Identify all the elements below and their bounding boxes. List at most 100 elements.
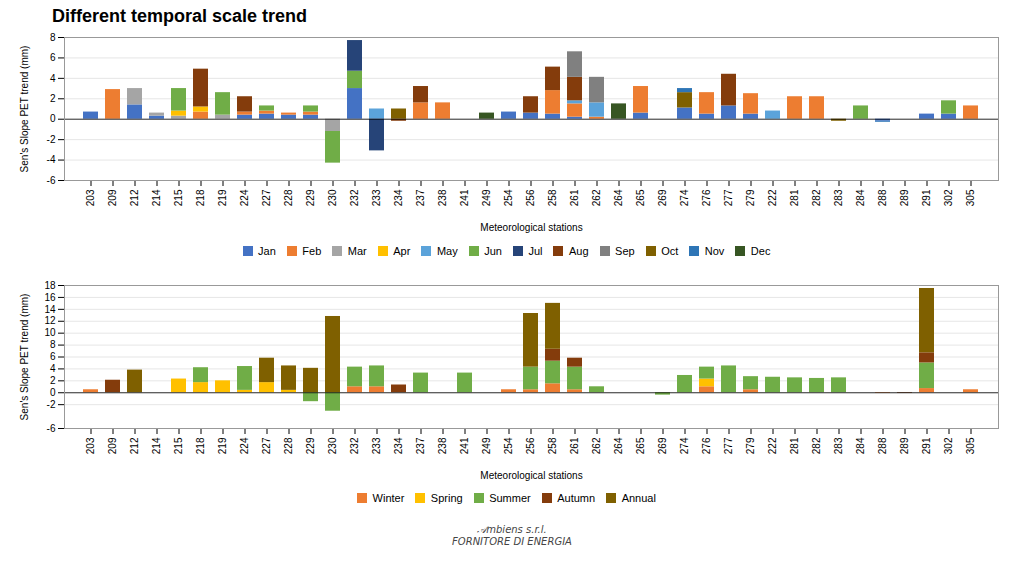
svg-text:279: 279 <box>745 437 756 454</box>
svg-text:288: 288 <box>877 437 888 454</box>
svg-text:215: 215 <box>173 437 184 454</box>
svg-text:277: 277 <box>723 189 734 206</box>
svg-text:281: 281 <box>789 189 800 206</box>
svg-text:Sen's Slope PET trend (mm): Sen's Slope PET trend (mm) <box>19 293 30 420</box>
svg-text:12: 12 <box>44 315 56 326</box>
svg-text:305: 305 <box>965 189 976 206</box>
svg-text:256: 256 <box>525 189 536 206</box>
svg-text:2: 2 <box>50 93 56 104</box>
svg-text:10: 10 <box>44 327 56 338</box>
svg-text:222: 222 <box>767 437 778 454</box>
svg-text:281: 281 <box>789 437 800 454</box>
svg-text:274: 274 <box>679 189 690 206</box>
svg-text:269: 269 <box>657 437 668 454</box>
svg-text:254: 254 <box>503 189 514 206</box>
svg-text:233: 233 <box>371 189 382 206</box>
svg-text:Sen's Slope PET trend (mm): Sen's Slope PET trend (mm) <box>19 46 30 173</box>
svg-text:214: 214 <box>151 189 162 206</box>
svg-text:227: 227 <box>261 189 272 206</box>
svg-text:-4: -4 <box>47 154 56 165</box>
svg-text:237: 237 <box>415 437 426 454</box>
svg-text:277: 277 <box>723 437 734 454</box>
svg-text:233: 233 <box>371 437 382 454</box>
svg-text:269: 269 <box>657 189 668 206</box>
svg-text:18: 18 <box>44 279 56 290</box>
svg-text:203: 203 <box>85 437 96 454</box>
svg-text:230: 230 <box>327 189 338 206</box>
svg-text:8: 8 <box>50 32 56 43</box>
svg-text:305: 305 <box>965 437 976 454</box>
svg-text:-2: -2 <box>47 134 56 145</box>
svg-text:237: 237 <box>415 189 426 206</box>
svg-text:4: 4 <box>50 363 56 374</box>
svg-text:16: 16 <box>44 291 56 302</box>
svg-text:238: 238 <box>437 437 448 454</box>
svg-text:-6: -6 <box>47 422 56 433</box>
svg-text:-2: -2 <box>47 398 56 409</box>
svg-text:209: 209 <box>107 437 118 454</box>
svg-text:265: 265 <box>635 189 646 206</box>
svg-text:289: 289 <box>899 189 910 206</box>
svg-text:262: 262 <box>591 189 602 206</box>
svg-text:228: 228 <box>283 437 294 454</box>
svg-text:4: 4 <box>50 73 56 84</box>
svg-text:279: 279 <box>745 189 756 206</box>
svg-text:261: 261 <box>569 189 580 206</box>
svg-text:274: 274 <box>679 437 690 454</box>
svg-text:-6: -6 <box>47 175 56 186</box>
svg-text:264: 264 <box>613 189 624 206</box>
svg-text:212: 212 <box>129 437 140 454</box>
svg-text:241: 241 <box>459 189 470 206</box>
svg-text:258: 258 <box>547 189 558 206</box>
svg-text:209: 209 <box>107 189 118 206</box>
svg-text:256: 256 <box>525 437 536 454</box>
svg-text:Meteorological stations: Meteorological stations <box>480 222 582 233</box>
svg-text:261: 261 <box>569 437 580 454</box>
svg-text:222: 222 <box>767 189 778 206</box>
svg-text:283: 283 <box>833 189 844 206</box>
svg-text:229: 229 <box>305 189 316 206</box>
svg-text:232: 232 <box>349 437 360 454</box>
svg-text:214: 214 <box>151 437 162 454</box>
svg-text:232: 232 <box>349 189 360 206</box>
svg-text:238: 238 <box>437 189 448 206</box>
svg-text:2: 2 <box>50 375 56 386</box>
svg-text:Meteorological stations: Meteorological stations <box>480 469 582 480</box>
svg-text:291: 291 <box>921 437 932 454</box>
svg-text:288: 288 <box>877 189 888 206</box>
svg-text:283: 283 <box>833 437 844 454</box>
svg-text:219: 219 <box>217 189 228 206</box>
svg-text:265: 265 <box>635 437 646 454</box>
svg-text:215: 215 <box>173 189 184 206</box>
svg-text:227: 227 <box>261 437 272 454</box>
svg-text:302: 302 <box>943 437 954 454</box>
svg-text:230: 230 <box>327 437 338 454</box>
svg-text:282: 282 <box>811 437 822 454</box>
svg-text:302: 302 <box>943 189 954 206</box>
svg-text:258: 258 <box>547 437 558 454</box>
svg-text:234: 234 <box>393 189 404 206</box>
svg-text:0: 0 <box>50 386 56 397</box>
svg-text:6: 6 <box>50 52 56 63</box>
svg-text:249: 249 <box>481 189 492 206</box>
svg-text:284: 284 <box>855 437 866 454</box>
svg-text:264: 264 <box>613 437 624 454</box>
svg-text:218: 218 <box>195 437 206 454</box>
svg-text:218: 218 <box>195 189 206 206</box>
svg-text:8: 8 <box>50 339 56 350</box>
svg-text:284: 284 <box>855 189 866 206</box>
svg-text:289: 289 <box>899 437 910 454</box>
svg-text:262: 262 <box>591 437 602 454</box>
svg-text:228: 228 <box>283 189 294 206</box>
svg-text:219: 219 <box>217 437 228 454</box>
svg-text:241: 241 <box>459 437 470 454</box>
svg-text:276: 276 <box>701 189 712 206</box>
svg-text:276: 276 <box>701 437 712 454</box>
svg-text:203: 203 <box>85 189 96 206</box>
svg-text:234: 234 <box>393 437 404 454</box>
svg-text:6: 6 <box>50 351 56 362</box>
svg-text:229: 229 <box>305 437 316 454</box>
svg-text:224: 224 <box>239 189 250 206</box>
svg-text:282: 282 <box>811 189 822 206</box>
svg-text:249: 249 <box>481 437 492 454</box>
